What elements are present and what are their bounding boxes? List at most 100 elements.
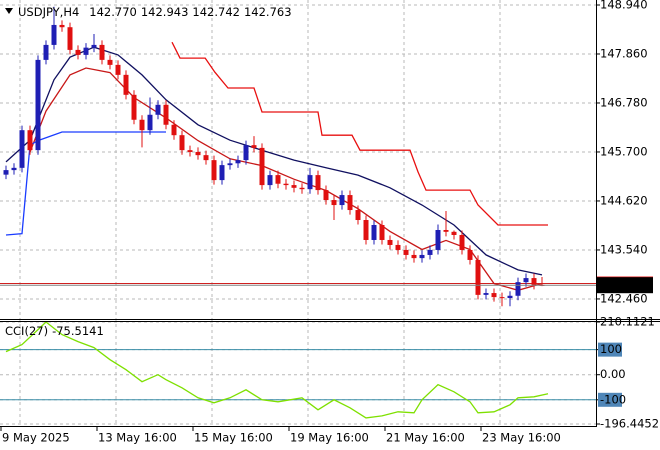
candle-body (515, 282, 521, 296)
candle-body (355, 210, 361, 221)
candle-body (403, 249, 409, 255)
candle-body (163, 104, 169, 125)
indicator-name: CCI(27) (5, 324, 48, 338)
candle-body (475, 259, 481, 295)
candle-body (147, 114, 153, 131)
y-tick-label: 144.620 (600, 193, 648, 207)
candle-body (323, 190, 329, 201)
candle-body (267, 175, 273, 186)
candle-body (363, 220, 369, 240)
candle-body (155, 104, 161, 115)
indicator-line (171, 41, 548, 226)
candle-body (379, 225, 385, 240)
y-tick-label: -196.4452 (600, 417, 659, 431)
x-tick-label: 15 May 16:00 (194, 431, 273, 445)
candle-body (99, 44, 105, 60)
candle-body (467, 249, 473, 260)
candle-body (235, 160, 241, 164)
candle-body (371, 225, 377, 240)
candle-body (387, 239, 393, 245)
y-tick-label: -100 (600, 392, 626, 406)
candle-body (275, 175, 281, 184)
indicator-line (5, 131, 166, 236)
candle-body (131, 94, 137, 120)
grid-layer (0, 0, 596, 426)
y-tick-label: 142.460 (600, 291, 648, 305)
menu-arrow[interactable] (5, 8, 13, 14)
candle-body (203, 155, 209, 161)
candle-body (339, 195, 345, 206)
candle-body (491, 293, 497, 298)
candle-body (83, 47, 89, 55)
candle-body (195, 151, 201, 156)
candle-body (179, 135, 185, 151)
y-tick-label: 143.540 (600, 242, 648, 256)
x-tick-label: 21 May 16:00 (386, 431, 465, 445)
candle-body (499, 297, 505, 299)
candle-body (139, 119, 145, 131)
indicator-label: CCI(27) -75.5141 (5, 324, 104, 338)
plot-layer (0, 6, 596, 419)
candle-body (427, 249, 433, 255)
candle-body (51, 24, 57, 45)
candle-body (43, 44, 49, 60)
candle-body (115, 64, 121, 75)
candle-body (35, 59, 41, 151)
candle-body (331, 200, 337, 206)
y-tick-label: 100 (600, 342, 622, 356)
candle-body (91, 44, 97, 48)
candle-body (395, 244, 401, 250)
candle-body (3, 170, 9, 175)
ohlc: 142.943 (141, 5, 189, 19)
candle-body (67, 27, 73, 50)
candle-body (459, 234, 465, 250)
candle-body (411, 254, 417, 259)
candle-body (211, 160, 217, 181)
candle-body (171, 124, 177, 136)
candle-body (219, 165, 225, 181)
bid-label-box (597, 277, 653, 294)
symbol: USDJPY,H4 (18, 5, 79, 19)
ohlc: 142.770 (89, 5, 137, 19)
candle-body (435, 229, 441, 250)
indicator-value: -75.5141 (52, 324, 104, 338)
candle-body (347, 195, 353, 211)
level-label-box (598, 342, 622, 357)
x-tick-label: 23 May 16:00 (482, 431, 561, 445)
level-label-box (598, 392, 622, 407)
candle-body (11, 167, 17, 171)
candle-body (291, 185, 297, 188)
candle-body (187, 150, 193, 152)
x-tick-label: 19 May 16:00 (290, 431, 369, 445)
candle-body (451, 231, 457, 235)
y-tick-label: 145.700 (600, 144, 648, 158)
candle-body (443, 229, 449, 232)
candle-body (75, 49, 81, 55)
candle-body (283, 183, 289, 186)
y-tick-label: 210.1121 (600, 315, 655, 329)
y-tick-label: 147.860 (600, 46, 648, 60)
candle-body (107, 59, 113, 65)
header: USDJPY,H4 142.770 142.943 142.742 142.763 (18, 5, 292, 19)
candle-body (507, 295, 513, 299)
candle-body (251, 145, 257, 148)
candle-body (483, 293, 489, 295)
candle-body (59, 24, 65, 28)
candle-body (315, 175, 321, 191)
y-tick-label: 148.940 (600, 0, 648, 11)
candle-body (227, 163, 233, 166)
x-tick-label: 9 May 2025 (2, 431, 70, 445)
bid-label: 142.763 (601, 278, 649, 292)
candle-body (523, 278, 529, 283)
ohlc: 142.763 (244, 5, 292, 19)
ohlc: 142.742 (192, 5, 240, 19)
y-tick-label: 146.780 (600, 95, 648, 109)
indicator-line (5, 321, 549, 419)
candle-body (19, 130, 25, 168)
candle-body (307, 175, 313, 190)
candle-body (27, 130, 33, 151)
candle-body (531, 278, 537, 285)
